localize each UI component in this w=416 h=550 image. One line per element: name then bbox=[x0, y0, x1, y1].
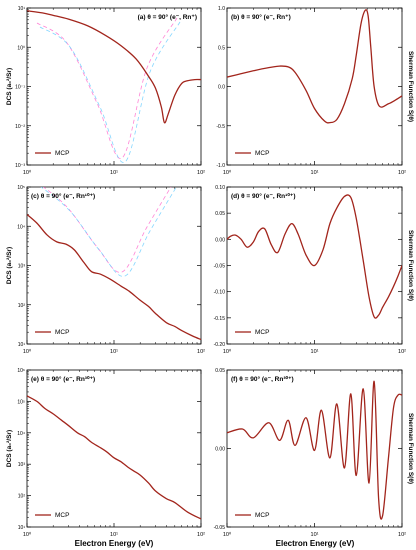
y-tick-label: -0.15 bbox=[214, 316, 226, 322]
x-tick-label: 10² bbox=[398, 170, 406, 176]
legend-label: MCP bbox=[55, 150, 69, 157]
y-tick-label: 0.10 bbox=[215, 185, 225, 191]
y-tick-label: 0.05 bbox=[215, 368, 225, 374]
plot-frame bbox=[227, 8, 402, 165]
panel-a: 10⁰ 10¹ 10² 10¹ 10⁰ 10⁻¹ 10⁻² 10⁻³ DCS (a₀²/Sr) (… bbox=[6, 6, 205, 176]
x-tick-label: 10¹ bbox=[311, 532, 319, 538]
panel-title: (a) θ = 90° (e⁻, Rn⁺) bbox=[138, 13, 197, 21]
y-tick-label: 10³ bbox=[18, 264, 26, 270]
legend-label: MCP bbox=[255, 150, 269, 157]
panel-title: (f) θ = 90° (e⁻, Rn³⁰⁺) bbox=[231, 375, 294, 383]
y-tick-label: 10⁻¹ bbox=[15, 85, 25, 91]
y-tick-label: 10⁻³ bbox=[15, 163, 25, 169]
y-tick-label: 10³ bbox=[18, 462, 26, 468]
x-tick-label: 10¹ bbox=[311, 349, 319, 355]
x-tick-label: 10² bbox=[197, 532, 205, 538]
x-tick-label: 10⁰ bbox=[23, 531, 32, 538]
legend-label: MCP bbox=[255, 329, 269, 336]
panel-title: (b) θ = 90° (e⁻, Rn⁺) bbox=[231, 13, 291, 21]
legend-label: MCP bbox=[55, 512, 69, 519]
y-tick-label: 0.00 bbox=[215, 447, 225, 453]
legend-label: MCP bbox=[255, 512, 269, 519]
x-tick-label: 10¹ bbox=[110, 349, 118, 355]
y-tick-label: 10⁶ bbox=[17, 368, 25, 374]
plot-frame bbox=[27, 187, 201, 344]
y-tick-label: 10¹ bbox=[18, 342, 26, 348]
panel-title: (c) θ = 90° (e⁻, Rn¹⁰⁺) bbox=[31, 192, 95, 200]
x-tick-label: 10² bbox=[197, 349, 205, 355]
y-tick-label: -0.20 bbox=[214, 342, 226, 348]
x-tick-label: 10⁰ bbox=[223, 348, 232, 355]
y-tick-label: 10⁵ bbox=[17, 399, 25, 405]
y-tick-label: 10¹ bbox=[18, 525, 26, 531]
y-tick-label: -1.0 bbox=[216, 163, 225, 169]
panel-f: 10⁰ 10¹ 10² 0.05 0.00 -0.05 Sherman Function S… bbox=[214, 368, 414, 538]
y-tick-label: 10⁴ bbox=[17, 431, 25, 437]
y-tick-label: 0.05 bbox=[215, 211, 225, 217]
y-tick-label: 10⁴ bbox=[17, 224, 25, 230]
plot-frame bbox=[27, 8, 201, 165]
y-axis-label: Sherman Function S(θ) bbox=[407, 51, 414, 122]
y-tick-label: 10² bbox=[18, 303, 26, 309]
y-tick-label: 10¹ bbox=[18, 6, 26, 12]
x-tick-label: 10¹ bbox=[110, 532, 118, 538]
panel-d: 10⁰ 10¹ 10² 0.10 0.05 0.00 -0.05 -0.10 -0.15 -0.2… bbox=[214, 185, 414, 355]
x-tick-label: 10⁰ bbox=[223, 531, 232, 538]
legend-label: MCP bbox=[55, 329, 69, 336]
y-axis-label: DCS (a₀²/Sr) bbox=[6, 430, 13, 467]
x-tick-label: 10⁰ bbox=[223, 169, 232, 176]
x-tick-label: 10¹ bbox=[311, 170, 319, 176]
x-tick-label: 10² bbox=[398, 532, 406, 538]
x-tick-label: 10⁰ bbox=[23, 348, 32, 355]
plot-frame bbox=[27, 370, 201, 527]
plot-frame bbox=[227, 370, 402, 527]
y-tick-label: 1.0 bbox=[218, 6, 225, 12]
y-tick-label: 0.00 bbox=[215, 237, 225, 243]
y-axis-label: Sherman Function S(θ) bbox=[407, 413, 414, 484]
y-tick-label: 10⁵ bbox=[17, 185, 25, 191]
x-tick-label: 10² bbox=[398, 349, 406, 355]
panel-title: (d) θ = 90° (e⁻, Rn¹⁰⁺) bbox=[231, 192, 296, 200]
y-tick-label: -0.05 bbox=[214, 525, 226, 531]
y-tick-label: -0.5 bbox=[216, 124, 225, 130]
panel-title: (e) θ = 90° (e⁻, Rn³⁰⁺) bbox=[31, 375, 95, 383]
x-axis-label-left: Electron Energy (eV) bbox=[75, 539, 154, 548]
x-axis-label-right: Electron Energy (eV) bbox=[276, 539, 355, 548]
y-tick-label: 10⁻² bbox=[15, 124, 25, 130]
y-tick-label: -0.05 bbox=[214, 264, 226, 270]
x-tick-label: 10¹ bbox=[110, 170, 118, 176]
panel-b: 10⁰ 10¹ 10² 1.0 0.5 0.0 -0.5 -1.0 Sherman Functi… bbox=[216, 6, 414, 176]
y-axis-label: Sherman Function S(θ) bbox=[407, 230, 414, 301]
y-tick-label: 0.5 bbox=[218, 45, 225, 51]
y-tick-label: -0.10 bbox=[214, 290, 226, 296]
y-axis-label: DCS (a₀²/Sr) bbox=[6, 247, 13, 284]
y-tick-label: 10² bbox=[18, 494, 26, 500]
y-axis-label: DCS (a₀²/Sr) bbox=[6, 68, 13, 105]
x-tick-label: 10² bbox=[197, 170, 205, 176]
y-tick-label: 10⁰ bbox=[17, 45, 25, 51]
x-tick-label: 10⁰ bbox=[23, 169, 32, 176]
y-tick-label: 0.0 bbox=[218, 85, 225, 91]
